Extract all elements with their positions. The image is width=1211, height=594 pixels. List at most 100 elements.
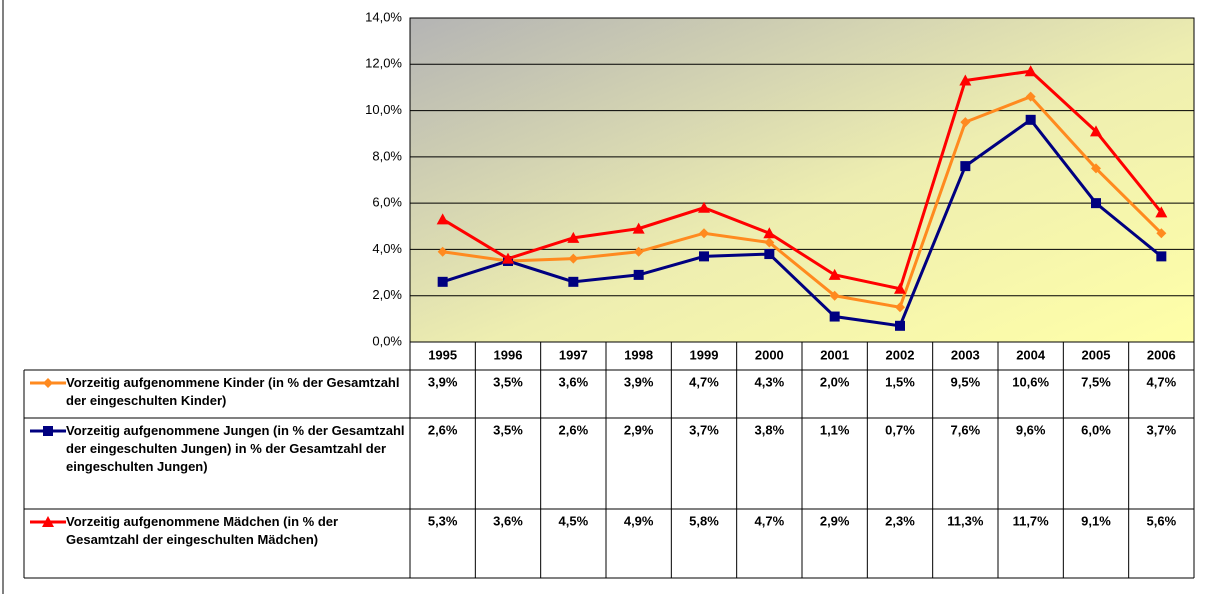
data-label: 2,9% [820,513,850,528]
x-tick-label: 2003 [951,347,980,362]
data-label: 2,3% [885,513,915,528]
data-label: 10,6% [1012,374,1049,389]
data-label: 3,9% [428,374,458,389]
marker [698,201,710,213]
data-label: 2,6% [428,422,458,437]
data-label: 0,7% [885,422,915,437]
marker [568,253,579,264]
marker [829,311,840,322]
marker [895,320,905,331]
x-tick-label: 1999 [690,347,719,362]
series-line [442,117,1163,328]
data-label: 7,5% [1081,374,1111,389]
legend-label: Vorzeitig aufgenommene Jungen (in % der … [66,423,405,474]
data-label: 4,7% [689,374,719,389]
marker [829,290,840,301]
data-label: 4,7% [755,513,785,528]
data-label: 2,0% [820,374,850,389]
marker [699,228,709,239]
marker [828,268,841,280]
data-label: 3,7% [1147,422,1177,437]
marker [1025,91,1036,102]
data-label: 3,9% [624,374,654,389]
marker [436,213,449,225]
data-label: 4,7% [1147,374,1177,389]
y-tick-label: 14,0% [365,9,402,24]
x-tick-label: 2004 [1016,347,1046,362]
x-tick-label: 2002 [886,347,915,362]
data-label: 11,3% [947,513,984,528]
data-label: 4,9% [624,513,654,528]
y-tick-label: 4,0% [372,241,402,256]
marker [1156,228,1167,239]
marker [1024,65,1037,77]
y-tick-label: 8,0% [372,148,402,163]
y-tick-label: 12,0% [365,56,402,71]
marker [1090,125,1102,137]
x-tick-label: 2001 [820,347,849,362]
marker [1025,114,1036,125]
series-line [442,94,1163,309]
marker [895,302,905,313]
y-tick-label: 2,0% [372,287,402,302]
marker [764,249,775,260]
data-label: 5,8% [689,513,719,528]
marker [43,378,53,388]
y-tick-label: 0,0% [372,333,402,348]
legend-label: Vorzeitig aufgenommene Kinder (in % der … [66,375,400,408]
x-tick-label: 2000 [755,347,784,362]
data-label: 4,5% [559,513,589,528]
marker [567,231,580,243]
x-tick-label: 1995 [428,347,457,362]
data-label: 5,3% [428,513,458,528]
data-label: 1,1% [820,422,850,437]
data-label: 3,5% [493,422,523,437]
marker [1091,198,1101,209]
data-label: 9,6% [1016,422,1046,437]
marker [699,251,709,262]
marker [960,161,971,172]
marker [1156,251,1167,262]
data-label: 4,3% [755,374,785,389]
legend-label: Vorzeitig aufgenommene Mädchen (in % der… [66,514,339,547]
data-label: 3,6% [559,374,589,389]
marker [1091,163,1101,174]
marker [568,276,579,287]
marker [437,246,448,257]
marker [894,282,906,294]
marker [437,276,448,287]
marker [633,269,644,280]
data-label: 1,5% [885,374,915,389]
marker [959,74,972,86]
marker [632,222,645,234]
series-line [441,69,1163,291]
data-label: 5,6% [1147,513,1177,528]
y-tick-label: 6,0% [372,195,402,210]
data-label: 9,1% [1081,513,1111,528]
x-tick-label: 2005 [1082,347,1111,362]
data-label: 3,5% [493,374,523,389]
marker [960,117,971,128]
marker [42,516,54,527]
data-label: 9,5% [951,374,981,389]
marker [633,246,644,257]
marker [43,426,53,436]
data-label: 3,6% [493,513,523,528]
marker [1155,206,1168,218]
data-label: 7,6% [951,422,981,437]
data-label: 11,7% [1013,513,1050,528]
x-tick-label: 1997 [559,347,588,362]
data-label: 6,0% [1081,422,1111,437]
y-tick-label: 10,0% [365,102,402,117]
x-tick-label: 1996 [494,347,523,362]
x-tick-label: 1998 [624,347,653,362]
data-label: 2,9% [624,422,654,437]
marker [502,252,514,264]
marker [764,237,775,248]
x-tick-label: 2006 [1147,347,1176,362]
data-label: 3,7% [689,422,719,437]
data-label: 2,6% [559,422,589,437]
data-label: 3,8% [755,422,785,437]
